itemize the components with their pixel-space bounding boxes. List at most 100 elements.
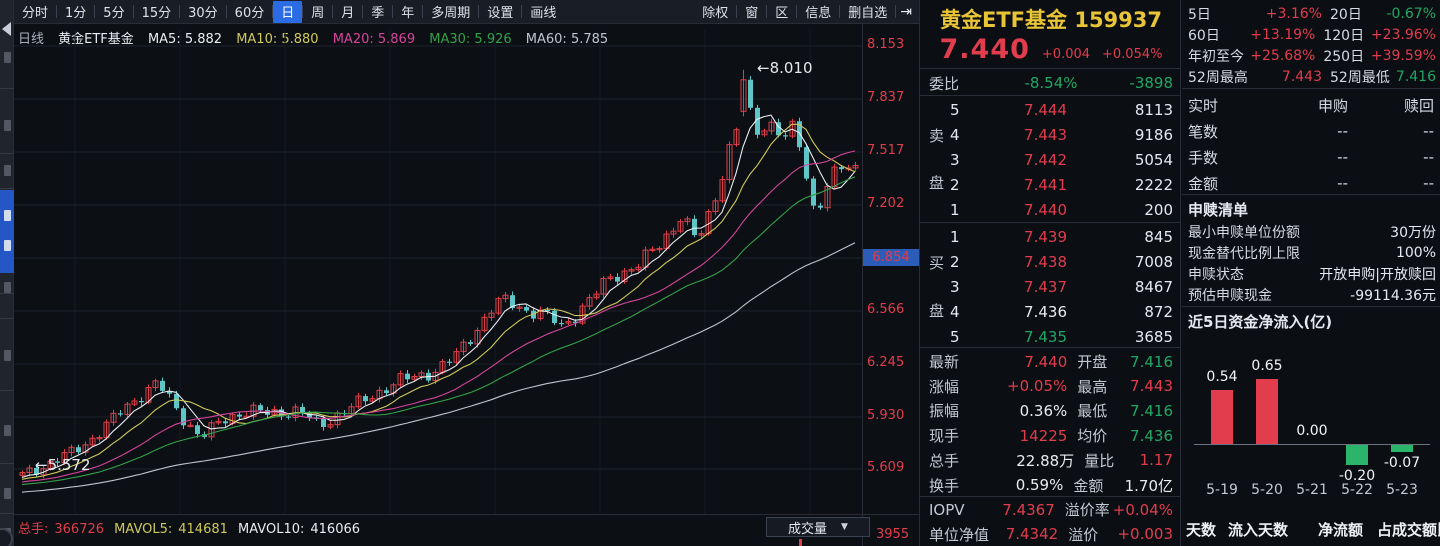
candle-up bbox=[502, 294, 509, 300]
candle-up bbox=[418, 372, 425, 378]
candle-down bbox=[559, 322, 564, 325]
candle-up bbox=[474, 329, 481, 345]
collapse-panel-icon[interactable]: ⇥ bbox=[900, 3, 912, 20]
ma-line-ma5 bbox=[21, 114, 856, 479]
toolbar-separator bbox=[478, 5, 480, 18]
candle-down bbox=[286, 416, 291, 418]
price-axis-label: 5.930 bbox=[867, 408, 905, 423]
period-tab-1[interactable]: 分时 bbox=[22, 6, 49, 21]
clipped-tab-glyph bbox=[4, 120, 11, 131]
candle-up bbox=[712, 200, 719, 213]
stat-label: 最高 bbox=[1077, 377, 1108, 396]
symbol-code: 159937 bbox=[1074, 8, 1162, 32]
stat-value: 7.4367 bbox=[1002, 500, 1055, 519]
toolbar-action-2[interactable]: 窗 bbox=[745, 6, 759, 21]
price-axis-label: 7.517 bbox=[867, 143, 905, 158]
candle-up bbox=[635, 266, 642, 271]
perf-value: 7.443 bbox=[1281, 68, 1322, 85]
price-change: +0.004 bbox=[1041, 47, 1091, 62]
flow-bar-positive bbox=[1211, 390, 1233, 444]
ask-volume: 9186 bbox=[1134, 125, 1173, 144]
stat-row: 最新 7.440 开盘 7.416 bbox=[920, 349, 1180, 374]
bid-level: 3 bbox=[950, 277, 960, 296]
period-tab-11[interactable]: 年 bbox=[401, 6, 415, 21]
candle-down bbox=[384, 390, 389, 394]
period-tab-8[interactable]: 周 bbox=[311, 6, 325, 21]
mavol5-label: MAVOL5: bbox=[114, 522, 173, 537]
candle-down bbox=[524, 307, 529, 311]
toolbar-action-5[interactable]: 删自选 bbox=[848, 6, 888, 21]
candlestick-chart[interactable]: ←8.010 ←5.572 bbox=[14, 0, 862, 546]
ask-level: 3 bbox=[950, 150, 960, 169]
candle-down bbox=[755, 107, 760, 135]
toolbar-action-4[interactable]: 信息 bbox=[805, 6, 832, 21]
ask-row-4[interactable]: 4 7.443 9186 bbox=[920, 122, 1180, 147]
period-tab-10[interactable]: 季 bbox=[371, 6, 385, 21]
stat-label: 量比 bbox=[1084, 451, 1115, 470]
candle-down bbox=[804, 147, 809, 179]
perf-value: +13.19% bbox=[1250, 26, 1316, 43]
bid-row-4[interactable]: 4 7.436 872 bbox=[920, 299, 1180, 324]
candle-down bbox=[615, 276, 620, 282]
candle-down bbox=[55, 461, 60, 463]
toolbar-separator bbox=[422, 5, 424, 18]
bid-row-5[interactable]: 5 7.435 3685 bbox=[920, 324, 1180, 349]
ask-row-2[interactable]: 2 7.441 2222 bbox=[920, 172, 1180, 197]
floating-widget-fragment[interactable] bbox=[0, 528, 13, 546]
ask-row-1[interactable]: 1 7.440 200 bbox=[920, 197, 1180, 222]
price-axis-label: 8.153 bbox=[867, 37, 905, 52]
period-tab-9[interactable]: 月 bbox=[341, 6, 355, 21]
chart-symbol-name: 黄金ETF基金 bbox=[58, 32, 134, 47]
quote-panel: 黄金ETF基金 159937 7.440 +0.004 +0.054% 委比 -… bbox=[919, 0, 1181, 546]
flow-table-column-header: 净流额 bbox=[1318, 520, 1364, 539]
candle-up bbox=[516, 306, 523, 309]
period-tab-7[interactable]: 日 bbox=[273, 0, 303, 23]
candle-down bbox=[223, 421, 228, 424]
mavol10-label: MAVOL10: bbox=[238, 522, 305, 537]
left-tab-active-highlight[interactable] bbox=[0, 190, 14, 273]
period-tab-4[interactable]: 15分 bbox=[141, 6, 172, 21]
price-change-percent: +0.054% bbox=[1102, 47, 1163, 62]
candle-up bbox=[110, 412, 117, 423]
left-tab-strip[interactable] bbox=[0, 0, 14, 546]
period-tab-2[interactable]: 1分 bbox=[65, 6, 87, 21]
ask-row-3[interactable]: 3 7.442 5054 bbox=[920, 147, 1180, 172]
candle-up bbox=[852, 165, 859, 169]
ask-row-5[interactable]: 5 7.444 8113 bbox=[920, 97, 1180, 122]
fund-info-value: -99114.36元 bbox=[1350, 287, 1436, 304]
strip-divider bbox=[0, 390, 14, 391]
volume-indicator-dropdown[interactable]: 成交量 ▼ bbox=[766, 517, 870, 537]
perf-value: -0.67% bbox=[1386, 5, 1436, 22]
candle-up bbox=[152, 380, 159, 389]
price-axis-label: 7.837 bbox=[867, 90, 905, 105]
bid-row-3[interactable]: 3 7.437 8467 bbox=[920, 274, 1180, 299]
perf-label: 250日 bbox=[1323, 48, 1365, 65]
period-tab-13[interactable]: 设置 bbox=[487, 6, 514, 21]
period-tab-6[interactable]: 60分 bbox=[234, 6, 265, 21]
divider bbox=[920, 222, 1180, 223]
candle-down bbox=[160, 380, 165, 391]
period-tab-14[interactable]: 画线 bbox=[530, 6, 557, 21]
toolbar-action-1[interactable]: 除权 bbox=[702, 6, 729, 21]
clipped-tab-glyph bbox=[4, 488, 11, 499]
strip-divider bbox=[0, 318, 14, 319]
volume-total-label: 总手: bbox=[18, 522, 49, 537]
period-tab-3[interactable]: 5分 bbox=[103, 6, 125, 21]
toolbar-separator bbox=[796, 5, 798, 18]
collapse-left-arrow-icon[interactable] bbox=[2, 22, 11, 36]
stat-value: 0.59% bbox=[1015, 476, 1064, 494]
candle-up bbox=[593, 293, 600, 299]
realtime-row: 手数 -- -- bbox=[1182, 144, 1440, 170]
candle-up bbox=[208, 422, 215, 438]
bid-row-2[interactable]: 2 7.438 7008 bbox=[920, 249, 1180, 274]
candle-up bbox=[397, 373, 404, 386]
period-tab-5[interactable]: 30分 bbox=[188, 6, 218, 21]
fund-info-panel: 5日 +3.16% 20日 -0.67% 60日 +13.19% 120日 +23.96% 年初… bbox=[1182, 0, 1440, 546]
period-tab-12[interactable]: 多周期 bbox=[431, 6, 471, 21]
toolbar-action-3[interactable]: 区 bbox=[775, 6, 789, 21]
bid-row-1[interactable]: 1 7.439 845 bbox=[920, 224, 1180, 249]
pane-separator bbox=[14, 514, 919, 515]
fund-info-label: 申赎状态 bbox=[1188, 266, 1244, 283]
buy-side-label-2: 盘 bbox=[929, 302, 945, 320]
